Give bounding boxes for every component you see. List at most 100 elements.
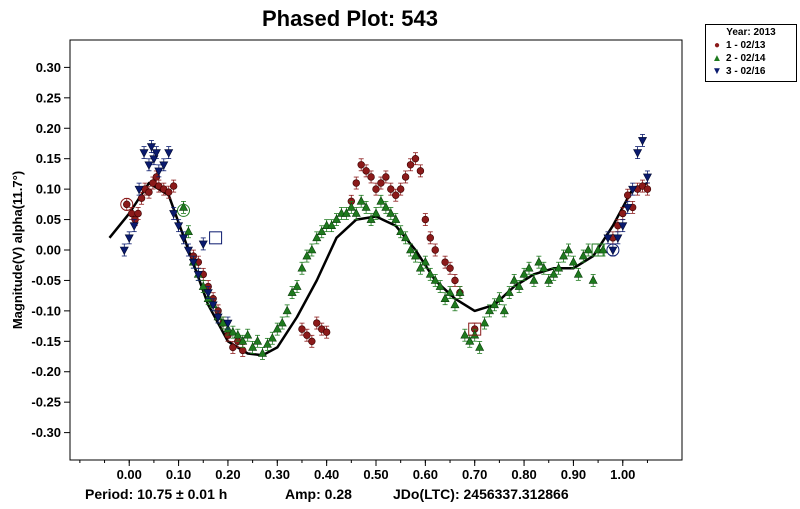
data-point-series-2: [396, 226, 406, 236]
data-point-series-2: [504, 287, 514, 296]
highlighted-point: [468, 322, 482, 336]
legend-label-2: 2 - 02/14: [726, 53, 766, 64]
data-point-series-3: [198, 240, 208, 250]
data-point-series-3: [164, 149, 174, 158]
highlighted-point: [120, 197, 134, 211]
data-point-series-3: [623, 204, 633, 213]
data-point-series-2: [327, 220, 337, 229]
legend-entry-2: ▲ 2 - 02/14: [712, 53, 765, 65]
data-point-series-2: [494, 293, 504, 302]
data-point-series-2: [598, 244, 608, 254]
data-point-series-2: [475, 342, 485, 351]
data-point-series-2: [183, 226, 193, 236]
data-point-series-3: [174, 222, 184, 231]
data-point-series-3: [119, 246, 129, 256]
data-point-series-3: [203, 289, 213, 298]
data-point-series-3: [151, 149, 161, 158]
data-point-series-3: [188, 258, 198, 268]
data-point-series-2: [509, 275, 519, 284]
chart-title: Phased Plot: 543: [261, 6, 439, 31]
data-point-series-2: [465, 336, 475, 345]
data-point-series-2: [233, 330, 243, 339]
data-point-series-1: [298, 325, 306, 333]
data-point-series-2: [356, 196, 366, 205]
data-point-series-1: [229, 343, 237, 352]
data-point-series-3: [139, 149, 149, 158]
data-point-series-2: [529, 275, 539, 284]
data-point-series-1: [137, 194, 146, 202]
data-point-series-2: [317, 226, 327, 236]
data-point-series-2: [455, 287, 465, 296]
data-point-series-3: [159, 161, 169, 170]
data-point-series-3: [169, 210, 179, 219]
data-point-series-2: [588, 275, 598, 284]
data-point-series-3: [193, 271, 203, 280]
data-point-series-2: [401, 232, 411, 242]
data-point-series-2: [332, 214, 342, 223]
data-point-series-2: [573, 269, 583, 278]
x-tick-label: 0.70: [462, 467, 487, 482]
highlighted-point: [606, 243, 620, 257]
data-point-series-1: [396, 185, 405, 193]
data-point-series-2: [302, 250, 312, 260]
period-text: Period: 10.75 ± 0.01 h: [85, 486, 228, 502]
data-point-series-2: [480, 317, 490, 327]
data-point-series-2: [549, 269, 559, 278]
x-tick-label: 0.80: [511, 467, 536, 482]
data-point-series-2: [243, 330, 253, 339]
data-point-series-3: [183, 246, 193, 256]
x-tick-label: 0.10: [166, 467, 191, 482]
data-point-series-2: [381, 202, 391, 211]
data-point-series-1: [352, 179, 360, 187]
data-point-series-2: [583, 244, 593, 254]
circle-marker-icon: ●: [713, 40, 721, 51]
highlighted-point: [209, 231, 223, 245]
jd-text: JDo(LTC): 2456337.312866: [393, 486, 569, 502]
data-point-series-1: [624, 191, 632, 199]
data-point-series-1: [367, 173, 375, 181]
data-point-series-2: [440, 293, 450, 302]
data-point-series-1: [372, 185, 380, 193]
data-point-series-2: [238, 336, 248, 345]
data-point-series-2: [248, 342, 258, 351]
data-point-series-2: [578, 250, 588, 260]
data-point-series-3: [608, 246, 618, 256]
data-point-series-2: [341, 208, 351, 217]
data-point-series-3: [618, 222, 628, 231]
data-point-series-1: [411, 154, 420, 163]
data-point-series-2: [371, 208, 381, 217]
data-point-series-2: [386, 208, 396, 217]
data-point-series-3: [603, 234, 613, 243]
x-tick-label: 0.20: [215, 467, 240, 482]
data-point-series-2: [391, 214, 401, 223]
data-point-series-1: [387, 185, 395, 193]
data-point-series-1: [619, 209, 627, 218]
legend-title: Year: 2013: [726, 27, 776, 38]
data-point-series-3: [638, 137, 648, 146]
triangle-down-marker-icon: ▼: [712, 66, 722, 77]
data-point-series-1: [426, 234, 434, 242]
data-point-series-3: [613, 234, 623, 243]
data-point-series-2: [425, 269, 435, 278]
y-tick-label: -0.05: [31, 273, 61, 288]
y-tick-label: -0.20: [31, 364, 61, 379]
data-point-series-2: [346, 202, 356, 211]
data-point-series-1: [362, 167, 370, 175]
x-tick-label: 0.40: [314, 467, 339, 482]
y-tick-label: 0.10: [36, 182, 61, 197]
data-point-series-1: [441, 258, 449, 266]
data-point-series-3: [208, 301, 218, 310]
data-point-series-2: [445, 287, 455, 296]
data-point-series-3: [213, 313, 223, 323]
plot-area: [69, 39, 683, 461]
data-point-series-2: [554, 263, 564, 272]
data-point-series-3: [149, 155, 159, 164]
data-point-series-2: [292, 281, 302, 290]
x-tick-label: 0.60: [413, 467, 438, 482]
data-point-series-3: [642, 173, 652, 183]
data-point-series-2: [460, 330, 470, 339]
data-point-series-1: [145, 188, 153, 196]
x-tick-label: 1.00: [610, 467, 635, 482]
data-point-series-1: [421, 215, 430, 224]
data-point-series-1: [401, 173, 410, 181]
